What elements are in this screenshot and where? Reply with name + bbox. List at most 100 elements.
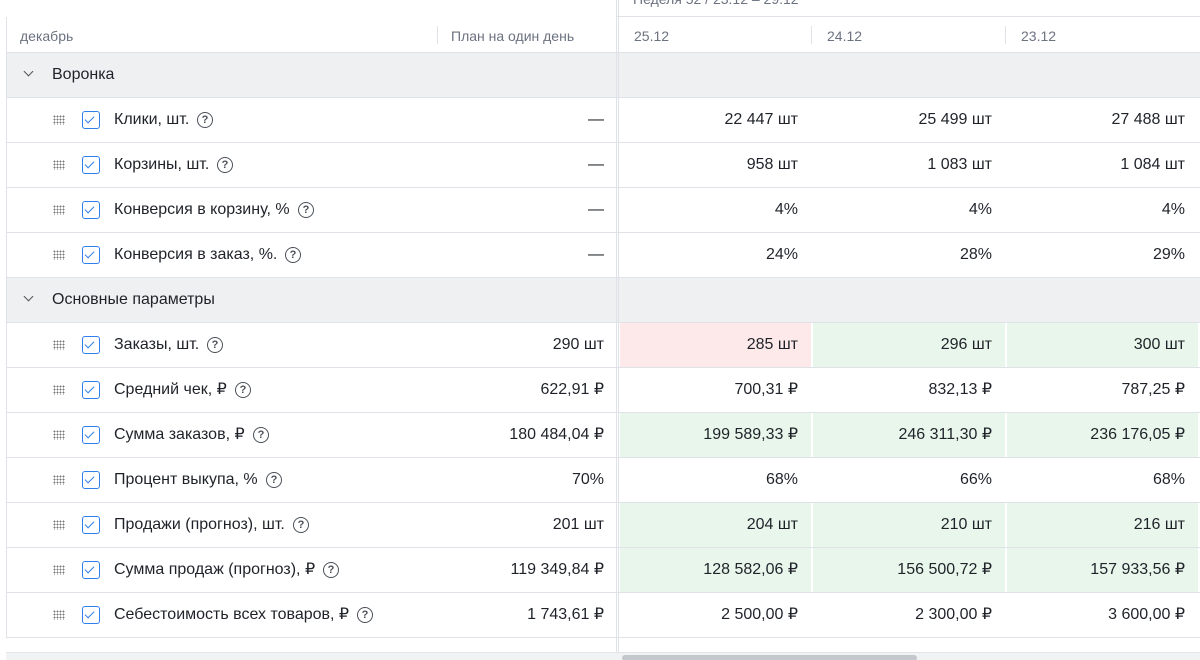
day-value: 29% xyxy=(1152,246,1185,263)
metric-label: Сумма заказов, ₽ xyxy=(114,426,245,443)
drag-handle[interactable] xyxy=(53,340,65,350)
drag-handle[interactable] xyxy=(53,115,65,125)
day-value: 4% xyxy=(1161,201,1185,218)
data-row: Средний чек, ₽? 622,91 ₽ 700,31 ₽ 832,13 ₽ 7… xyxy=(6,368,1200,413)
metric-label: Клики, шт. xyxy=(114,111,190,128)
cell-highlight xyxy=(620,503,811,547)
help-icon[interactable]: ? xyxy=(285,247,301,263)
day-value: 1 083 шт xyxy=(927,156,992,173)
plan-value: 180 484,04 ₽ xyxy=(509,426,604,443)
day-value: 832,13 ₽ xyxy=(928,381,992,398)
checkbox[interactable] xyxy=(82,516,100,534)
cell-highlight xyxy=(620,323,811,367)
checkmark xyxy=(84,158,95,169)
help-icon[interactable]: ? xyxy=(217,157,233,173)
drag-handle[interactable] xyxy=(53,385,65,395)
drag-handle[interactable] xyxy=(53,565,65,575)
checkbox[interactable] xyxy=(82,336,100,354)
checkmark xyxy=(84,428,95,439)
column-divider xyxy=(616,0,619,652)
cell-highlight xyxy=(1007,323,1198,367)
metric-label: Процент выкупа, % xyxy=(114,471,258,488)
plan-value: — xyxy=(588,201,604,218)
scroll-track xyxy=(6,652,1200,660)
day-value: 3 600,00 ₽ xyxy=(1108,606,1185,623)
day-value: 210 шт xyxy=(940,516,992,533)
data-row: Конверсия в заказ, %.? — 24% 28% 29% xyxy=(6,233,1200,278)
section-title: Воронка xyxy=(52,66,115,83)
chevron xyxy=(23,66,34,77)
checkbox[interactable] xyxy=(82,111,100,129)
cell-highlight xyxy=(1007,548,1198,592)
checkmark xyxy=(84,518,95,529)
day-value: 199 589,33 ₽ xyxy=(703,426,798,443)
date-header: 25.12 xyxy=(634,28,670,44)
plan-value: 1 743,61 ₽ xyxy=(527,606,604,623)
checkbox[interactable] xyxy=(82,201,100,219)
data-row: Сумма заказов, ₽? 180 484,04 ₽ 199 589,33 … xyxy=(6,413,1200,458)
help-icon[interactable]: ? xyxy=(253,427,269,443)
metric-label: Средний чек, ₽ xyxy=(114,381,227,398)
metric-label: Конверсия в корзину, % xyxy=(114,201,290,218)
day-value: 25 499 шт xyxy=(918,111,992,128)
day-value: 285 шт xyxy=(746,336,798,353)
day-value: 22 447 шт xyxy=(724,111,798,128)
help-icon[interactable]: ? xyxy=(293,517,309,533)
data-row: Заказы, шт.? 290 шт 285 шт 296 шт 300 шт xyxy=(6,323,1200,368)
section-row[interactable]: Воронка xyxy=(6,53,1200,98)
drag-handle[interactable] xyxy=(53,430,65,440)
checkmark xyxy=(84,608,95,619)
checkbox[interactable] xyxy=(82,471,100,489)
drag-handle[interactable] xyxy=(53,610,65,620)
week-header: Неделя 52 / 23.12 – 29.12 xyxy=(617,0,1200,17)
plan-value: 622,91 ₽ xyxy=(540,381,604,398)
help-icon[interactable]: ? xyxy=(357,607,373,623)
help-icon[interactable]: ? xyxy=(207,337,223,353)
help-icon[interactable]: ? xyxy=(197,112,213,128)
divider xyxy=(437,26,438,44)
checkbox[interactable] xyxy=(82,381,100,399)
checkmark xyxy=(84,563,95,574)
cell-highlight xyxy=(813,413,1005,457)
day-value: 68% xyxy=(1152,471,1185,488)
week-label: Неделя 52 / 23.12 – 29.12 xyxy=(633,0,799,9)
drag-handle[interactable] xyxy=(53,250,65,260)
drag-handle[interactable] xyxy=(53,475,65,485)
day-value: 958 шт xyxy=(746,156,798,173)
day-value: 296 шт xyxy=(940,336,992,353)
cell-highlight xyxy=(1007,503,1198,547)
data-row: Продажи (прогноз), шт.? 201 шт 204 шт 210 ш… xyxy=(6,503,1200,548)
metric-label: Себестоимость всех товаров, ₽ xyxy=(114,606,350,623)
data-row: Клики, шт.? — 22 447 шт 25 499 шт 27 488 шт xyxy=(6,98,1200,143)
checkbox[interactable] xyxy=(82,156,100,174)
scroll-thumb[interactable] xyxy=(622,655,917,660)
day-value: 4% xyxy=(774,201,798,218)
drag-handle[interactable] xyxy=(53,520,65,530)
cell-highlight xyxy=(813,548,1005,592)
day-value: 787,25 ₽ xyxy=(1121,381,1185,398)
section-row[interactable]: Основные параметры xyxy=(6,278,1200,323)
help-icon[interactable]: ? xyxy=(235,382,251,398)
drag-handle[interactable] xyxy=(53,205,65,215)
day-value: 24% xyxy=(765,246,798,263)
checkmark xyxy=(84,338,95,349)
day-value: 66% xyxy=(959,471,992,488)
checkmark xyxy=(84,203,95,214)
plan-value: 119 349,84 ₽ xyxy=(510,561,604,578)
help-icon[interactable]: ? xyxy=(266,472,282,488)
help-icon[interactable]: ? xyxy=(298,202,314,218)
checkbox[interactable] xyxy=(82,606,100,624)
header-row: декабрь План на один день 25.12 24.12 23.1… xyxy=(6,17,1200,53)
plan-value: 201 шт xyxy=(552,516,604,533)
day-value: 216 шт xyxy=(1133,516,1185,533)
day-value: 204 шт xyxy=(746,516,798,533)
help-icon[interactable]: ? xyxy=(323,562,339,578)
cell-highlight xyxy=(1007,413,1198,457)
drag-handle[interactable] xyxy=(53,160,65,170)
metric-label: Продажи (прогноз), шт. xyxy=(114,516,285,533)
plan-header: План на один день xyxy=(451,28,575,44)
checkbox[interactable] xyxy=(82,561,100,579)
checkbox[interactable] xyxy=(82,426,100,444)
checkbox[interactable] xyxy=(82,246,100,264)
